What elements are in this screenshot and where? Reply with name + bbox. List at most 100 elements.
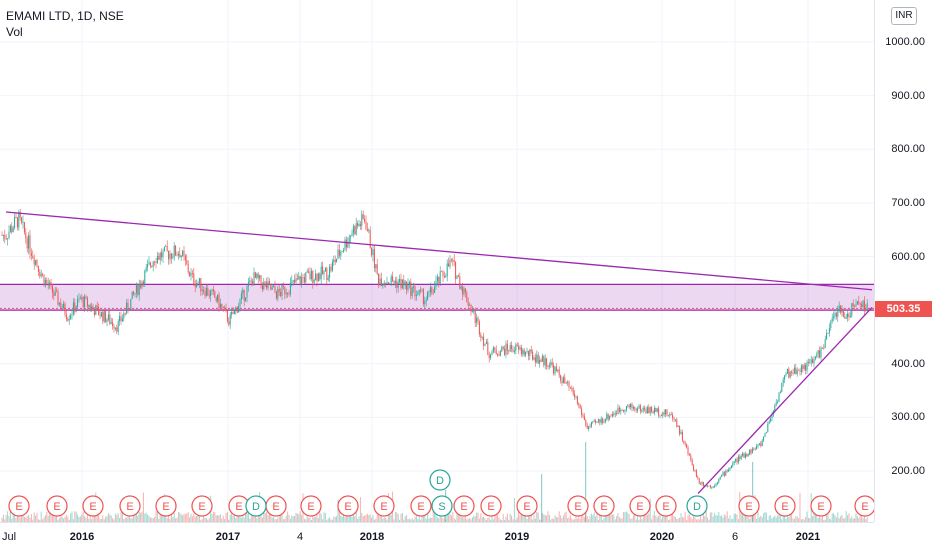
earnings-marker[interactable]: E (655, 495, 677, 517)
earnings-marker[interactable]: E (119, 495, 141, 517)
volume-bar (467, 518, 469, 522)
support-resistance-zone[interactable] (0, 283, 874, 311)
earnings-marker-ring (655, 495, 677, 517)
earnings-marker[interactable]: E (8, 495, 30, 517)
price-chart[interactable]: E E E E E E E E E E E E E E E E E E E E E E ED S DD (0, 0, 874, 522)
candle-body (351, 233, 353, 236)
volume-bar (618, 516, 620, 522)
earnings-marker[interactable]: E (854, 495, 874, 517)
volume-bar (7, 511, 9, 522)
price-axis[interactable]: INR 1000.00 900.00 800.00 700.00 600.00 … (874, 0, 932, 522)
earnings-marker[interactable]: E (629, 495, 651, 517)
candle-body (26, 238, 28, 249)
volume-bar (429, 517, 431, 522)
candle-body (42, 274, 44, 275)
earnings-marker[interactable]: E (265, 495, 287, 517)
candle-body (620, 409, 622, 412)
time-axis[interactable]: Jul 2016 2017 4 2018 2019 2020 6 2021 (0, 522, 874, 551)
candle-body (36, 260, 38, 266)
candle-body (677, 425, 679, 427)
candle-body (760, 443, 762, 446)
currency-button[interactable]: INR (891, 7, 917, 25)
volume-bar (667, 519, 669, 522)
volume-bar (436, 517, 438, 522)
candle-body (744, 453, 746, 458)
earnings-marker-ring (191, 495, 213, 517)
candle-body (217, 294, 219, 302)
candle-body (761, 440, 763, 446)
candle-body (28, 235, 30, 249)
volume-bar (630, 519, 632, 522)
candle-body (60, 302, 62, 309)
earnings-marker[interactable]: E (593, 495, 615, 517)
candle-body (61, 308, 63, 310)
volume-bar (141, 511, 143, 522)
candle-body (278, 288, 280, 293)
volume-bar (593, 512, 595, 522)
candle-body (543, 355, 545, 366)
earnings-marker[interactable]: E (774, 495, 796, 517)
candle-body (756, 445, 758, 450)
dividend-marker[interactable]: D (245, 495, 267, 517)
candle-body (18, 212, 20, 228)
volume-bar (687, 515, 689, 522)
earnings-marker[interactable]: E (191, 495, 213, 517)
candle-body (863, 300, 865, 310)
earnings-marker[interactable]: E (738, 495, 760, 517)
candle-body (81, 296, 83, 299)
candle-body (613, 414, 615, 415)
volume-bar (105, 517, 107, 522)
symbol-title[interactable]: EMAMI LTD, 1D, NSE (6, 9, 124, 23)
volume-bar (588, 519, 590, 522)
price-label-800: 800.00 (891, 143, 925, 155)
candle-body (441, 271, 443, 273)
candle-body (460, 286, 462, 289)
earnings-marker[interactable]: E (410, 495, 432, 517)
time-label-4: 4 (296, 531, 304, 543)
earnings-marker[interactable]: E (810, 495, 832, 517)
volume-bar (16, 513, 18, 522)
candle-body (792, 372, 794, 374)
earnings-marker[interactable]: E (453, 495, 475, 517)
dividend-marker[interactable]: D (686, 495, 708, 517)
price-label-400: 400.00 (891, 358, 925, 370)
volume-bar (100, 518, 102, 522)
earnings-marker[interactable]: E (46, 495, 68, 517)
volume-bar (743, 513, 745, 522)
earnings-marker[interactable]: E (480, 495, 502, 517)
earnings-marker[interactable]: E (373, 495, 395, 517)
volume-bar (406, 514, 408, 522)
candle-body (74, 302, 76, 312)
volume-bar (295, 512, 297, 522)
dividend-marker[interactable]: D (429, 469, 451, 491)
volume-bar (355, 511, 357, 522)
volume-bar (64, 517, 66, 522)
candle-body (25, 232, 27, 239)
earnings-marker[interactable]: E (300, 495, 322, 517)
candle-body (866, 303, 868, 311)
candle-body (551, 362, 553, 366)
volume-bar (389, 511, 391, 522)
candle-body (819, 350, 821, 358)
falling-trendline (5, 211, 873, 291)
volume-label[interactable]: Vol (6, 25, 23, 39)
earnings-marker[interactable]: E (516, 495, 538, 517)
volume-bar (459, 514, 461, 522)
split-marker[interactable]: S (431, 495, 453, 517)
earnings-marker[interactable]: E (337, 495, 359, 517)
volume-bar (5, 514, 7, 522)
candle-body (621, 409, 623, 411)
volume-bar (684, 511, 686, 522)
candle-body (732, 463, 734, 466)
event-markers[interactable]: E E E E E E E E E E E E E E E E E E E E E E ED S DD (8, 469, 874, 517)
volume-bar (502, 513, 504, 522)
earnings-marker[interactable]: E (567, 495, 589, 517)
volume-bar (862, 518, 864, 522)
trendlines[interactable] (5, 211, 873, 494)
candle-body (641, 410, 643, 412)
earnings-marker[interactable]: E (82, 495, 104, 517)
earnings-marker[interactable]: E (155, 495, 177, 517)
candle-body (539, 359, 541, 364)
candle-body (287, 293, 289, 294)
